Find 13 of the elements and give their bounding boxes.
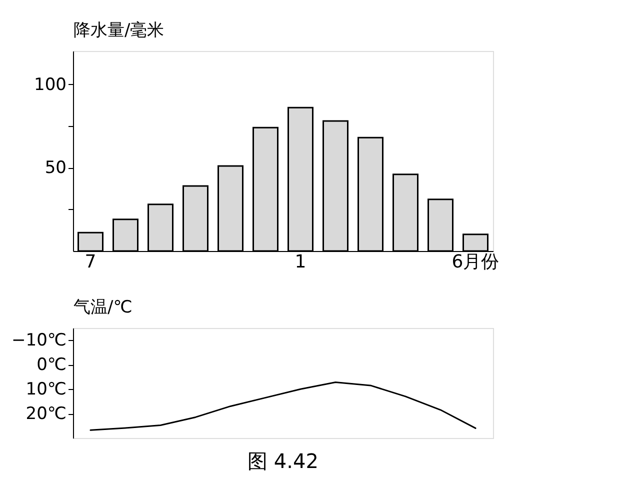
y-tick-label: 10℃ bbox=[26, 380, 66, 400]
y-tick-label: 0℃ bbox=[36, 355, 66, 376]
y-tick-label: −10℃ bbox=[12, 330, 66, 351]
y-axis-title: 降水量/毫米 bbox=[74, 20, 164, 40]
x-tick-label: 6月份 bbox=[452, 252, 500, 272]
y-tick-label: 50 bbox=[44, 158, 66, 178]
y-axis-title: 气温/℃ bbox=[74, 298, 132, 318]
x-tick-label: 7 bbox=[84, 252, 96, 272]
y-tick-label: 100 bbox=[34, 74, 66, 95]
caption: 图 4.42 bbox=[248, 449, 318, 473]
x-tick-label: 1 bbox=[294, 252, 306, 272]
y-tick-label: 20℃ bbox=[26, 404, 66, 424]
line-series bbox=[90, 382, 476, 431]
